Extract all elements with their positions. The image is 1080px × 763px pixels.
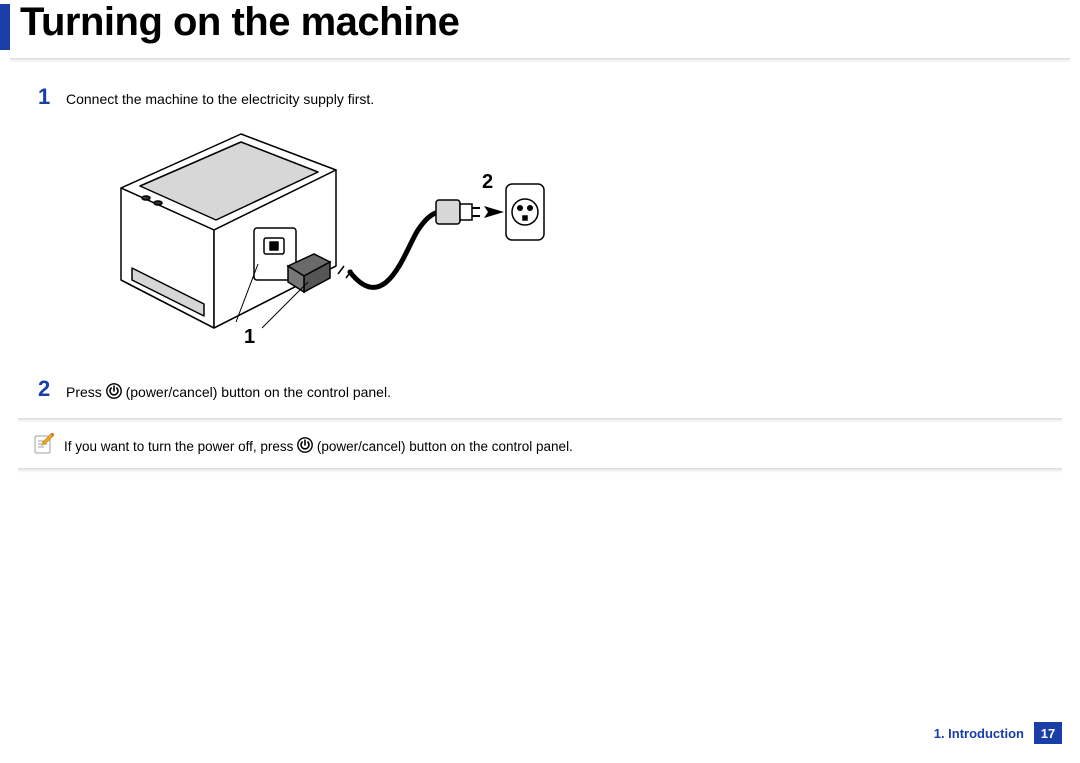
note-block: If you want to turn the power off, press…	[18, 418, 1062, 473]
page-title-block: Turning on the machine	[0, 0, 1080, 60]
step-text-before: Press	[66, 384, 106, 400]
connection-illustration: 1	[86, 118, 546, 358]
note-text-before: If you want to turn the power off, press	[64, 439, 297, 454]
note-body: If you want to turn the power off, press…	[18, 423, 1062, 468]
footer-page-number: 17	[1034, 722, 1062, 744]
page-title: Turning on the machine	[20, 0, 459, 45]
callout-2-label: 2	[482, 171, 493, 193]
note-pencil-icon	[32, 433, 54, 455]
step-text-after: (power/cancel) button on the control pan…	[126, 384, 391, 400]
note-divider-bottom	[18, 468, 1062, 473]
title-accent-bar	[0, 4, 10, 50]
wall-outlet-icon	[506, 184, 544, 240]
power-icon	[297, 437, 313, 453]
page-footer: 1. Introduction 17	[934, 721, 1062, 745]
printer-icon	[121, 134, 336, 328]
step-number: 2	[38, 376, 50, 402]
title-divider	[10, 58, 1070, 63]
footer-chapter: 1. Introduction	[934, 726, 1024, 741]
step-text: Connect the machine to the electricity s…	[66, 90, 1038, 109]
ac-plug-icon	[436, 200, 480, 224]
manual-page: Turning on the machine 1 Connect the mac…	[0, 0, 1080, 763]
step-text: Press (power/cancel) button on the contr…	[66, 382, 1038, 402]
note-text-after: (power/cancel) button on the control pan…	[317, 439, 573, 454]
step-2: 2 Press (power/cancel) button on the con…	[38, 382, 1038, 402]
arrow-icon	[484, 206, 504, 218]
step-1: 1 Connect the machine to the electricity…	[38, 90, 1038, 109]
callout-1-label: 1	[244, 326, 255, 348]
power-icon	[106, 383, 122, 399]
step-number: 1	[38, 84, 50, 110]
